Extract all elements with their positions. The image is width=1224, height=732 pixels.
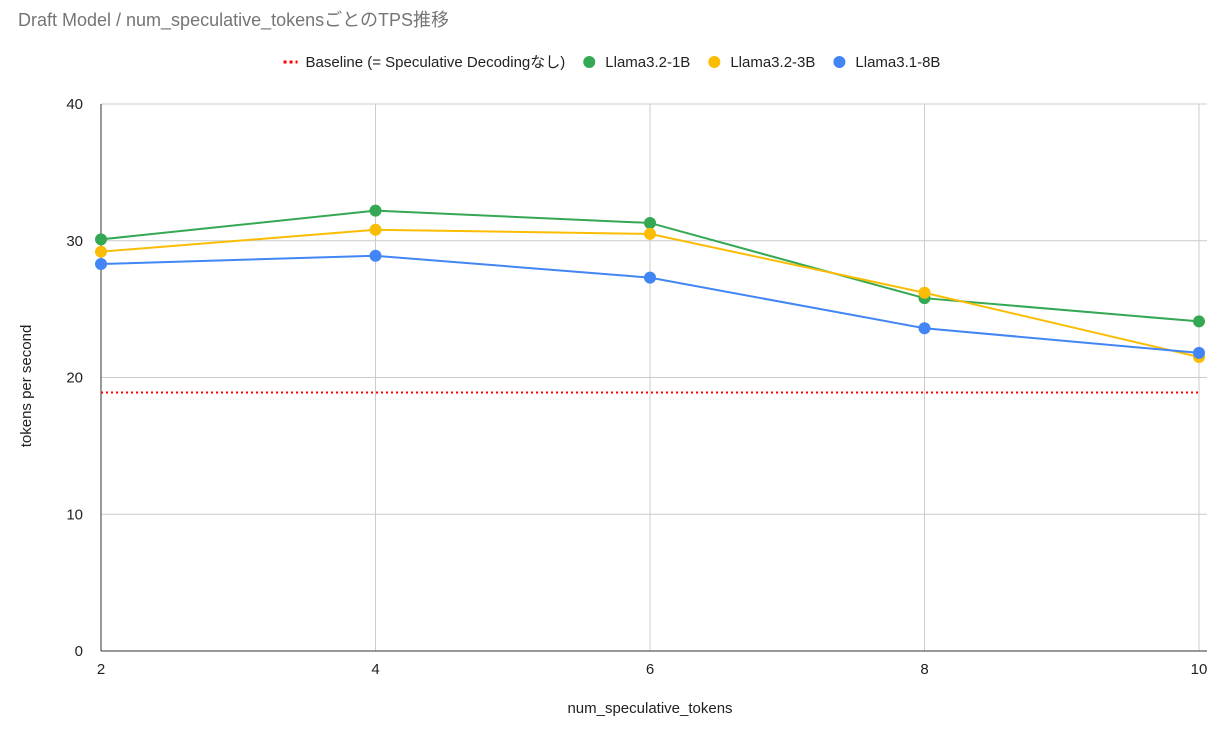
legend-label: Baseline (= Speculative Decodingなし) <box>306 54 566 71</box>
legend-item-baseline: Baseline (= Speculative Decodingなし) <box>283 54 566 71</box>
data-point <box>369 223 382 236</box>
chart-title: Draft Model / num_speculative_tokensごとのT… <box>18 10 449 30</box>
data-point <box>644 216 656 229</box>
legend-item-series: Llama3.2-3B <box>708 54 815 71</box>
data-point <box>1193 315 1205 328</box>
data-point <box>644 271 656 284</box>
legend-swatch <box>708 56 721 68</box>
data-point <box>1193 346 1205 359</box>
data-point <box>369 249 382 262</box>
x-tick-label: 8 <box>920 661 928 678</box>
legend-swatch <box>583 56 596 68</box>
data-point <box>95 257 107 270</box>
data-point <box>369 204 382 217</box>
data-point <box>644 227 656 240</box>
y-tick-label: 20 <box>66 370 83 387</box>
x-tick-label: 4 <box>371 661 379 678</box>
legend-item-series: Llama3.1-8B <box>833 54 940 71</box>
data-point <box>918 322 931 335</box>
data-point <box>918 286 931 299</box>
y-tick-label: 40 <box>66 96 83 113</box>
axes: 0 10 20 30 40 2 4 6 8 10 <box>66 96 1207 678</box>
y-tick-label: 10 <box>66 506 83 523</box>
series-layer <box>95 204 1205 363</box>
legend-label: Llama3.2-3B <box>730 54 815 71</box>
x-tick-label: 2 <box>97 661 105 678</box>
y-tick-label: 30 <box>66 233 83 250</box>
legend-swatch <box>833 56 846 68</box>
legend-label: Llama3.1-8B <box>855 54 940 71</box>
x-axis-label: num_speculative_tokens <box>567 700 732 717</box>
legend: Baseline (= Speculative Decodingなし) Llama… <box>283 54 940 71</box>
grid <box>101 103 1207 651</box>
legend-label: Llama3.2-1B <box>605 54 690 71</box>
legend-item-series: Llama3.2-1B <box>583 54 690 71</box>
x-tick-label: 10 <box>1191 661 1208 678</box>
data-point <box>95 233 107 246</box>
data-point <box>95 245 107 258</box>
y-axis-label: tokens per second <box>18 325 35 448</box>
x-tick-label: 6 <box>646 661 654 678</box>
y-tick-label: 0 <box>75 643 83 660</box>
